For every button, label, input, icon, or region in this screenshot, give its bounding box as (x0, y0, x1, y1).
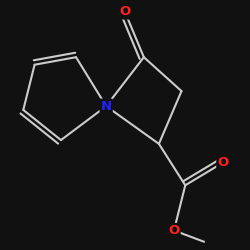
Text: N: N (100, 100, 112, 113)
Text: O: O (120, 6, 130, 18)
Text: O: O (217, 156, 228, 169)
Text: O: O (168, 224, 179, 237)
